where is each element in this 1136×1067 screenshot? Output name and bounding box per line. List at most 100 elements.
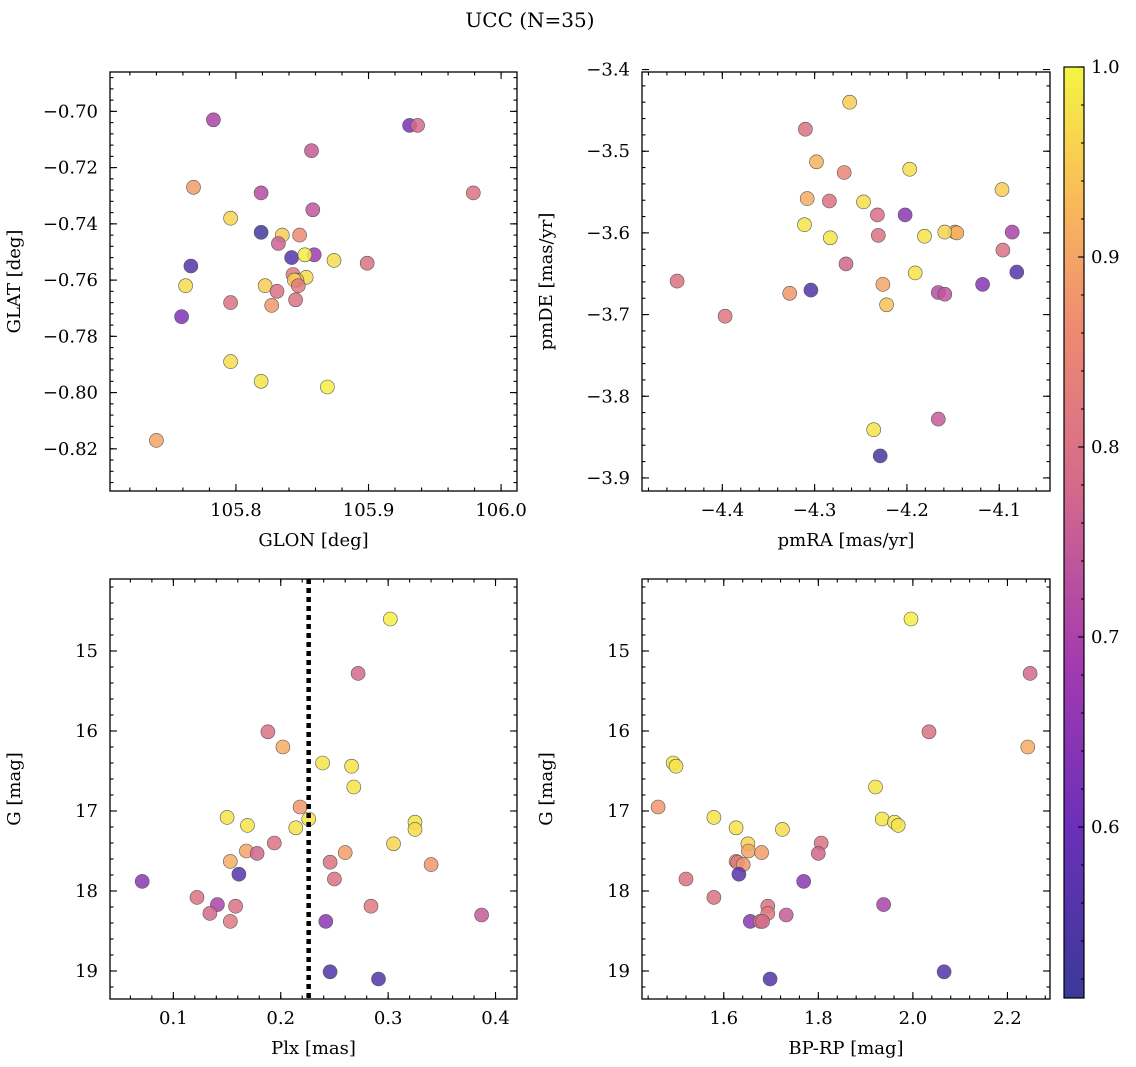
x-tick-label: 0.4	[481, 1008, 510, 1029]
x-tick-label: 106.0	[475, 500, 527, 521]
scatter-point	[875, 277, 891, 292]
x-tick-label: −4.4	[700, 500, 744, 521]
scatter-point	[897, 207, 913, 223]
scatter-point	[782, 285, 798, 301]
y-tick-label: 15	[75, 641, 98, 662]
panel-pmra-pmde: −4.4 −4.3 −4.2 −4.1 −3.9 −3.8 −3.7 −3.6 −3.5 −3.4…	[536, 60, 1051, 551]
scatter-point	[921, 724, 937, 740]
y-tick-label: −3.4	[586, 60, 630, 81]
scatter-point	[775, 822, 790, 837]
scatter-point	[249, 846, 265, 861]
scatter-point	[836, 165, 852, 180]
scatter-point	[346, 779, 362, 795]
y-tick-label: −0.82	[43, 439, 98, 460]
scatter-point	[1004, 224, 1020, 240]
scatter-point	[903, 611, 919, 627]
y-tick-label: 18	[75, 881, 98, 902]
scatter-point	[822, 193, 837, 209]
scatter-point	[382, 611, 398, 627]
scatter-point	[257, 278, 273, 294]
scatter-point	[304, 143, 319, 158]
scatter-point	[292, 227, 307, 243]
scatter-point	[363, 898, 379, 914]
y-tick-label: 18	[607, 881, 630, 902]
scatter-point	[240, 818, 255, 833]
x-tick-label: 0.3	[374, 1008, 403, 1029]
scatter-point	[796, 874, 812, 889]
scatter-point	[876, 897, 891, 912]
scatter-point	[755, 914, 770, 929]
x-tick-label: 1.6	[709, 1008, 738, 1029]
scatter-point	[253, 225, 269, 240]
scatter-point	[275, 739, 291, 755]
panel-plx-g: 0.1 0.2 0.3 0.4 15 16 17 18 19 Plx [mas] G [mag]	[4, 578, 518, 1059]
scatter-point	[994, 182, 1010, 197]
y-axis-label: G [mag]	[536, 752, 557, 825]
scatter-point	[297, 247, 313, 263]
y-tick-label: −3.5	[586, 141, 630, 162]
scatter-point	[386, 836, 401, 852]
scatter-point	[423, 857, 439, 872]
scatter-point	[350, 666, 366, 681]
scatter-point	[668, 758, 684, 774]
scatter-point	[930, 411, 946, 427]
scatter-point	[669, 273, 685, 289]
scatter-point	[178, 278, 193, 294]
scatter-point	[223, 354, 238, 369]
scatter-point	[371, 971, 386, 987]
scatter-point	[315, 755, 330, 771]
y-tick-label: 15	[607, 641, 630, 662]
scatter-point	[253, 185, 269, 201]
scatter-point	[995, 242, 1011, 258]
scatter-point	[741, 843, 756, 859]
scatter-point	[231, 866, 247, 882]
y-tick-label: −0.72	[43, 158, 98, 179]
x-tick-label: −4.3	[793, 500, 837, 521]
scatter-point	[866, 422, 882, 438]
scatter-point	[778, 907, 794, 923]
scatter-point	[134, 874, 150, 889]
scatter-point	[206, 112, 221, 128]
scatter-point	[868, 779, 883, 795]
y-tick-label: −3.9	[586, 468, 630, 489]
scatter-point	[797, 217, 812, 232]
colorbar: 0.6 0.7 0.8 0.9 1.0	[1063, 57, 1120, 999]
scatter-point	[327, 871, 342, 887]
scatter-point	[870, 228, 886, 243]
x-axis-label: Plx [mas]	[271, 1038, 356, 1059]
scatter-point	[728, 820, 744, 836]
scatter-point	[706, 890, 722, 905]
scatter-point	[326, 253, 342, 268]
scatter-point	[890, 818, 906, 833]
x-tick-label: 105.8	[210, 500, 262, 521]
scatter-point	[288, 292, 303, 308]
x-axis-label: pmRA [mas/yr]	[778, 530, 915, 551]
scatter-point	[798, 121, 813, 137]
scatter-point	[856, 194, 871, 210]
x-axis-label: BP-RP [mag]	[788, 1038, 903, 1059]
scatter-point	[937, 286, 953, 302]
scatter-point	[731, 866, 747, 882]
y-tick-label: −3.8	[586, 386, 630, 407]
scatter-point	[320, 379, 335, 395]
scatter-point	[474, 907, 489, 923]
scatter-point	[344, 758, 359, 774]
scatter-point	[838, 256, 854, 272]
y-tick-label: −3.7	[586, 305, 630, 326]
scatter-point	[219, 810, 235, 825]
scatter-point	[975, 277, 990, 292]
y-tick-label: 17	[607, 801, 630, 822]
scatter-point	[465, 185, 481, 201]
axes-frame	[109, 71, 518, 492]
scatter-point	[288, 820, 304, 836]
y-tick-label: 19	[607, 961, 630, 982]
scatter-point	[318, 914, 334, 929]
scatter-point	[223, 295, 238, 310]
y-tick-label: −0.80	[43, 383, 98, 404]
scatter-point	[264, 298, 280, 313]
scatter-point	[269, 283, 285, 299]
colorbar-gradient	[1063, 66, 1085, 999]
scatter-point	[799, 191, 815, 206]
scatter-point	[879, 297, 894, 313]
scatter-point	[228, 898, 243, 914]
